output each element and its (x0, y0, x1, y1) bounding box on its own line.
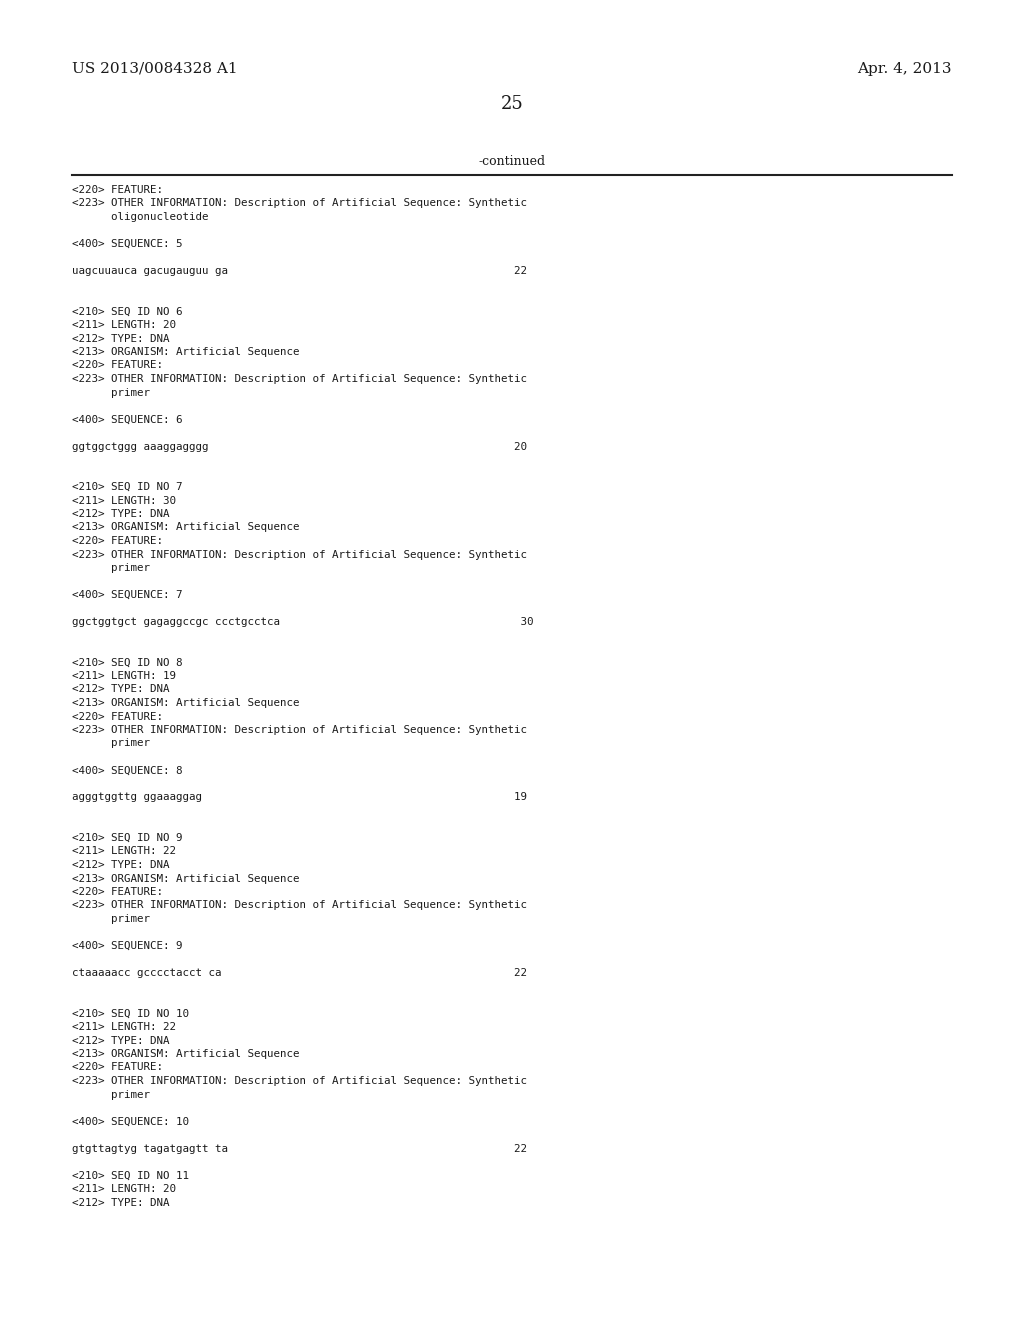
Text: <210> SEQ ID NO 8: <210> SEQ ID NO 8 (72, 657, 182, 668)
Text: <220> FEATURE:: <220> FEATURE: (72, 185, 163, 195)
Text: <210> SEQ ID NO 10: <210> SEQ ID NO 10 (72, 1008, 189, 1019)
Text: <220> FEATURE:: <220> FEATURE: (72, 1063, 163, 1072)
Text: ctaaaaacc gcccctacct ca                                             22: ctaaaaacc gcccctacct ca 22 (72, 968, 527, 978)
Text: <220> FEATURE:: <220> FEATURE: (72, 360, 163, 371)
Text: <210> SEQ ID NO 6: <210> SEQ ID NO 6 (72, 306, 182, 317)
Text: <213> ORGANISM: Artificial Sequence: <213> ORGANISM: Artificial Sequence (72, 523, 299, 532)
Text: <223> OTHER INFORMATION: Description of Artificial Sequence: Synthetic: <223> OTHER INFORMATION: Description of … (72, 549, 527, 560)
Text: <212> TYPE: DNA: <212> TYPE: DNA (72, 861, 170, 870)
Text: 25: 25 (501, 95, 523, 114)
Text: <212> TYPE: DNA: <212> TYPE: DNA (72, 334, 170, 343)
Text: <220> FEATURE:: <220> FEATURE: (72, 711, 163, 722)
Text: <211> LENGTH: 22: <211> LENGTH: 22 (72, 1022, 176, 1032)
Text: Apr. 4, 2013: Apr. 4, 2013 (857, 62, 952, 77)
Text: <210> SEQ ID NO 11: <210> SEQ ID NO 11 (72, 1171, 189, 1180)
Text: <212> TYPE: DNA: <212> TYPE: DNA (72, 685, 170, 694)
Text: primer: primer (72, 1089, 150, 1100)
Text: <400> SEQUENCE: 6: <400> SEQUENCE: 6 (72, 414, 182, 425)
Text: <223> OTHER INFORMATION: Description of Artificial Sequence: Synthetic: <223> OTHER INFORMATION: Description of … (72, 198, 527, 209)
Text: US 2013/0084328 A1: US 2013/0084328 A1 (72, 62, 238, 77)
Text: <400> SEQUENCE: 10: <400> SEQUENCE: 10 (72, 1117, 189, 1126)
Text: <213> ORGANISM: Artificial Sequence: <213> ORGANISM: Artificial Sequence (72, 347, 299, 356)
Text: <211> LENGTH: 30: <211> LENGTH: 30 (72, 495, 176, 506)
Text: ggctggtgct gagaggccgc ccctgcctca                                     30: ggctggtgct gagaggccgc ccctgcctca 30 (72, 616, 534, 627)
Text: agggtggttg ggaaaggag                                                19: agggtggttg ggaaaggag 19 (72, 792, 527, 803)
Text: primer: primer (72, 738, 150, 748)
Text: <223> OTHER INFORMATION: Description of Artificial Sequence: Synthetic: <223> OTHER INFORMATION: Description of … (72, 900, 527, 911)
Text: <220> FEATURE:: <220> FEATURE: (72, 536, 163, 546)
Text: <213> ORGANISM: Artificial Sequence: <213> ORGANISM: Artificial Sequence (72, 874, 299, 883)
Text: <211> LENGTH: 19: <211> LENGTH: 19 (72, 671, 176, 681)
Text: primer: primer (72, 913, 150, 924)
Text: <220> FEATURE:: <220> FEATURE: (72, 887, 163, 898)
Text: <223> OTHER INFORMATION: Description of Artificial Sequence: Synthetic: <223> OTHER INFORMATION: Description of … (72, 725, 527, 735)
Text: <210> SEQ ID NO 7: <210> SEQ ID NO 7 (72, 482, 182, 492)
Text: <400> SEQUENCE: 5: <400> SEQUENCE: 5 (72, 239, 182, 249)
Text: ggtggctggg aaaggagggg                                               20: ggtggctggg aaaggagggg 20 (72, 441, 527, 451)
Text: <213> ORGANISM: Artificial Sequence: <213> ORGANISM: Artificial Sequence (72, 698, 299, 708)
Text: <211> LENGTH: 20: <211> LENGTH: 20 (72, 1184, 176, 1195)
Text: <223> OTHER INFORMATION: Description of Artificial Sequence: Synthetic: <223> OTHER INFORMATION: Description of … (72, 374, 527, 384)
Text: <211> LENGTH: 20: <211> LENGTH: 20 (72, 319, 176, 330)
Text: <400> SEQUENCE: 7: <400> SEQUENCE: 7 (72, 590, 182, 601)
Text: oligonucleotide: oligonucleotide (72, 213, 209, 222)
Text: <213> ORGANISM: Artificial Sequence: <213> ORGANISM: Artificial Sequence (72, 1049, 299, 1059)
Text: <400> SEQUENCE: 8: <400> SEQUENCE: 8 (72, 766, 182, 776)
Text: -continued: -continued (478, 154, 546, 168)
Text: <210> SEQ ID NO 9: <210> SEQ ID NO 9 (72, 833, 182, 843)
Text: primer: primer (72, 564, 150, 573)
Text: <400> SEQUENCE: 9: <400> SEQUENCE: 9 (72, 941, 182, 950)
Text: <211> LENGTH: 22: <211> LENGTH: 22 (72, 846, 176, 857)
Text: uagcuuauca gacugauguu ga                                            22: uagcuuauca gacugauguu ga 22 (72, 267, 527, 276)
Text: <223> OTHER INFORMATION: Description of Artificial Sequence: Synthetic: <223> OTHER INFORMATION: Description of … (72, 1076, 527, 1086)
Text: <212> TYPE: DNA: <212> TYPE: DNA (72, 510, 170, 519)
Text: gtgttagtyg tagatgagtt ta                                            22: gtgttagtyg tagatgagtt ta 22 (72, 1143, 527, 1154)
Text: <212> TYPE: DNA: <212> TYPE: DNA (72, 1035, 170, 1045)
Text: primer: primer (72, 388, 150, 397)
Text: <212> TYPE: DNA: <212> TYPE: DNA (72, 1197, 170, 1208)
